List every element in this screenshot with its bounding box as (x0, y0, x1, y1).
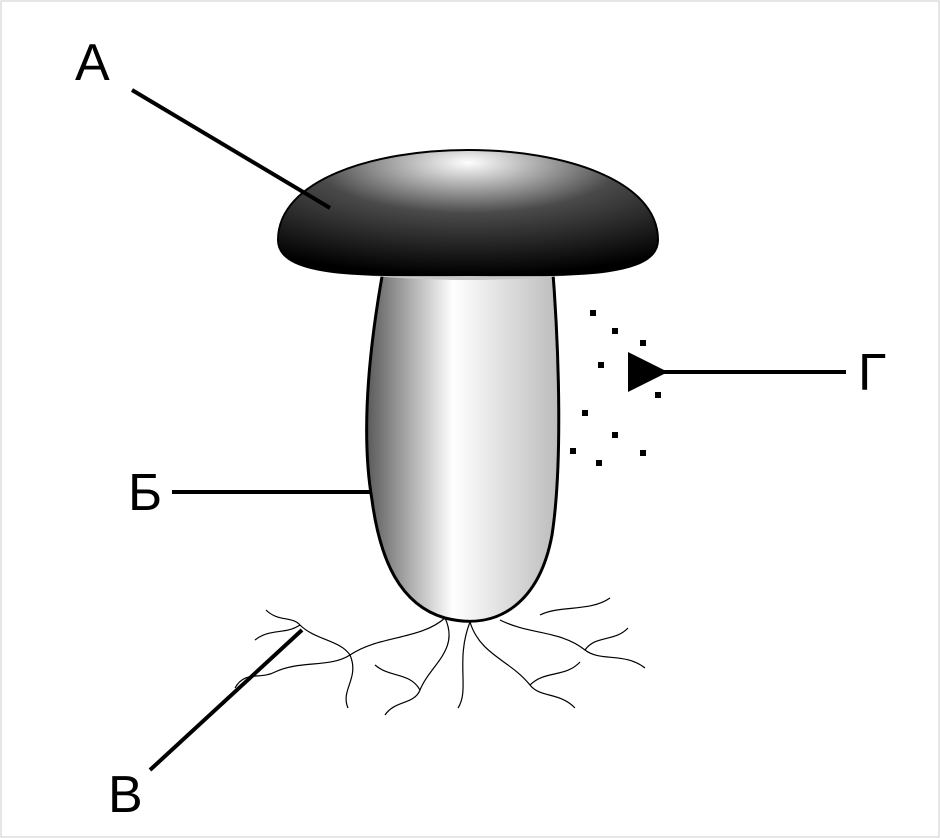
spore-dot (596, 460, 602, 466)
spore-dot (655, 392, 661, 398)
label-line-a (132, 90, 330, 208)
label-b: Б (128, 464, 162, 522)
mushroom-diagram: А Б В Г (0, 0, 940, 838)
spore-dot (590, 310, 596, 316)
spore-dot (630, 378, 636, 384)
spore-dot (582, 410, 588, 416)
spore-dot (570, 448, 576, 454)
label-line-v (150, 630, 302, 770)
mushroom-stem (367, 260, 559, 621)
label-g: Г (858, 344, 886, 402)
spore-dot (612, 432, 618, 438)
spores (570, 310, 661, 466)
label-v: В (108, 766, 143, 824)
spore-dot (598, 362, 604, 368)
spore-dot (612, 328, 618, 334)
mushroom-cap (278, 150, 658, 275)
label-a: А (75, 34, 110, 92)
spore-dot (640, 450, 646, 456)
spore-dot (640, 340, 646, 346)
